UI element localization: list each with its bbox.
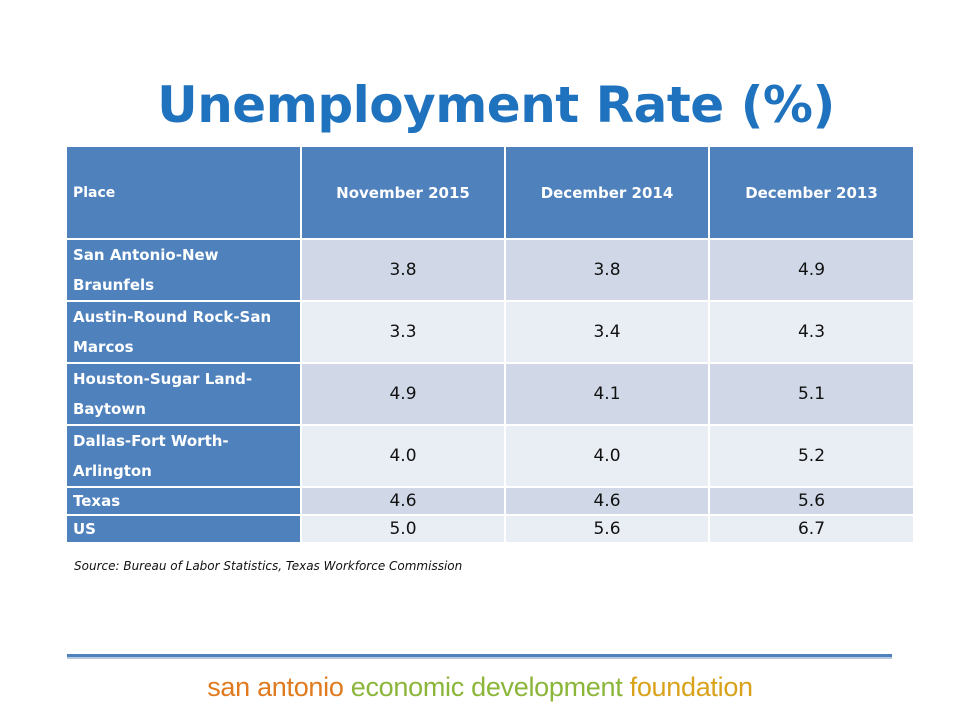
row-label: Houston-Sugar Land-Baytown [65, 362, 302, 426]
row-label: San Antonio-New Braunfels [65, 238, 302, 302]
table-row: Texas 4.6 4.6 5.6 [65, 486, 915, 516]
table-cell: 6.7 [708, 514, 915, 544]
table-row: Dallas-Fort Worth-Arlington 4.0 4.0 5.2 [65, 424, 915, 488]
table-cell: 5.2 [708, 424, 915, 488]
table-cell: 4.6 [504, 486, 710, 516]
table-cell: 5.0 [300, 514, 506, 544]
table-cell: 3.8 [504, 238, 710, 302]
table-row: Houston-Sugar Land-Baytown 4.9 4.1 5.1 [65, 362, 915, 426]
column-header-place: Place [65, 145, 302, 240]
footer-divider-shadow [67, 657, 892, 659]
organization-logo: san antonio economic development foundat… [0, 670, 960, 704]
logo-text-economic-development: economic development [350, 672, 623, 702]
logo-text-san-antonio: san antonio [207, 672, 344, 702]
table-cell: 5.6 [504, 514, 710, 544]
column-header-november-2015: November 2015 [300, 145, 506, 240]
footer-divider [67, 654, 892, 657]
table-cell: 4.0 [300, 424, 506, 488]
row-label: Dallas-Fort Worth-Arlington [65, 424, 302, 488]
table-cell: 4.1 [504, 362, 710, 426]
table-header-row: Place November 2015 December 2014 Decemb… [65, 145, 915, 240]
logo-text-foundation: foundation [629, 672, 753, 702]
source-note: Source: Bureau of Labor Statistics, Texa… [74, 559, 463, 573]
table-cell: 4.9 [300, 362, 506, 426]
row-label: US [65, 514, 302, 544]
table-row: US 5.0 5.6 6.7 [65, 514, 915, 544]
table-cell: 4.3 [708, 300, 915, 364]
column-header-december-2014: December 2014 [504, 145, 710, 240]
table-row: San Antonio-New Braunfels 3.8 3.8 4.9 [65, 238, 915, 302]
slide-title: Unemployment Rate (%) [157, 76, 835, 134]
table-cell: 4.0 [504, 424, 710, 488]
table-cell: 3.8 [300, 238, 506, 302]
table-cell: 5.6 [708, 486, 915, 516]
table-cell: 4.6 [300, 486, 506, 516]
row-label: Austin-Round Rock-San Marcos [65, 300, 302, 364]
table-cell: 5.1 [708, 362, 915, 426]
column-header-december-2013: December 2013 [708, 145, 915, 240]
table-cell: 4.9 [708, 238, 915, 302]
table-cell: 3.4 [504, 300, 710, 364]
table-row: Austin-Round Rock-San Marcos 3.3 3.4 4.3 [65, 300, 915, 364]
row-label: Texas [65, 486, 302, 516]
unemployment-table: Place November 2015 December 2014 Decemb… [65, 145, 915, 544]
table-cell: 3.3 [300, 300, 506, 364]
